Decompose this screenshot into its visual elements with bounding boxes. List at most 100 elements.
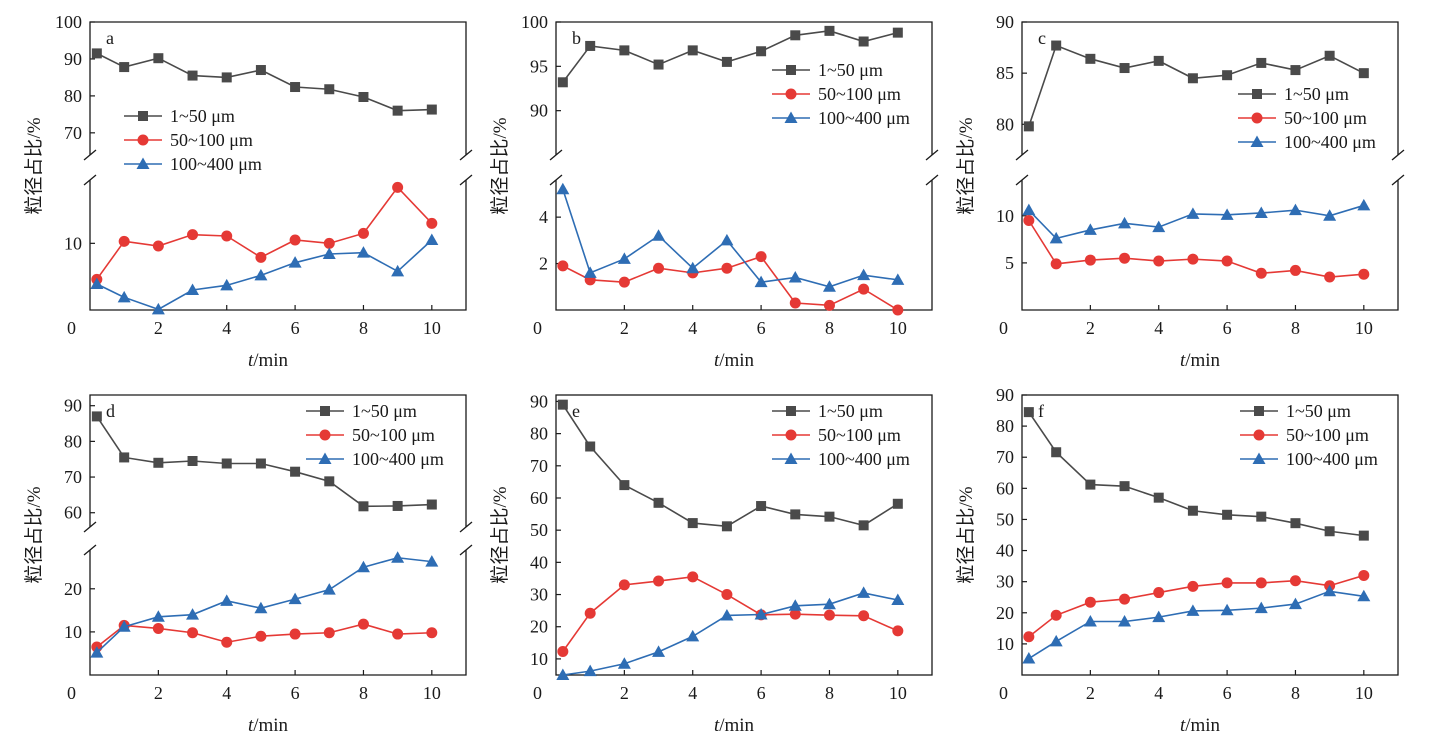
y-axis-title: 粒径占比/% — [489, 117, 511, 214]
data-point — [391, 551, 405, 563]
data-point — [426, 499, 437, 510]
panel-label: e — [572, 401, 580, 421]
x-tick-label: 4 — [222, 683, 231, 703]
axis-break-mark — [83, 544, 97, 556]
data-point — [756, 46, 767, 57]
data-point — [892, 625, 904, 637]
y-tick-label: 100 — [521, 12, 548, 32]
axis-break-mark — [925, 149, 939, 161]
axes-upper-frame — [1021, 21, 1399, 155]
series-3 — [1022, 584, 1371, 664]
data-point — [91, 48, 102, 59]
data-point — [557, 77, 568, 88]
x-tick-label: 8 — [825, 683, 834, 703]
legend-marker — [786, 65, 796, 75]
series-1 — [91, 411, 437, 512]
axes-frame — [555, 394, 933, 676]
panel-label: d — [106, 401, 115, 421]
data-point — [221, 636, 233, 648]
axis-break-mark — [459, 521, 473, 533]
legend: 1~50 μm 50~100 μm 100~400 μm — [772, 60, 910, 128]
x-tick-label: 4 — [688, 683, 697, 703]
data-point — [584, 607, 596, 619]
data-point — [1118, 614, 1132, 627]
legend-label: 100~400 μm — [352, 449, 444, 469]
data-point — [323, 237, 335, 249]
data-point — [824, 25, 835, 36]
legend-marker — [786, 406, 796, 416]
y-tick-label: 2 — [539, 254, 548, 274]
axis-break-mark — [459, 174, 473, 186]
legend-marker — [138, 111, 148, 121]
data-point — [1049, 634, 1063, 647]
legend-label: 100~400 μm — [818, 449, 910, 469]
data-point — [790, 509, 801, 520]
x-tick-label: 2 — [154, 318, 163, 338]
data-point — [823, 299, 835, 311]
x-tick-label: 2 — [620, 683, 629, 703]
data-point — [858, 36, 869, 47]
legend-label: 1~50 μm — [352, 401, 417, 421]
data-point — [652, 229, 666, 241]
data-point — [1119, 481, 1130, 492]
x-tick-label: 6 — [1223, 318, 1232, 338]
y-axis-title: 粒径占比/% — [955, 486, 977, 583]
data-point — [290, 466, 301, 477]
data-point — [687, 571, 699, 583]
data-point — [117, 290, 131, 303]
legend-marker — [785, 429, 797, 441]
axis-break-mark — [459, 544, 473, 556]
data-point — [254, 601, 268, 614]
y-tick-label: 10 — [64, 233, 82, 253]
data-point — [1118, 216, 1132, 229]
data-point — [1085, 53, 1096, 64]
data-point — [1323, 209, 1337, 221]
data-point — [1186, 604, 1200, 616]
data-point — [392, 181, 404, 193]
data-point — [1222, 509, 1233, 520]
data-point — [1153, 255, 1165, 267]
data-point — [1254, 601, 1268, 614]
legend-marker — [319, 429, 331, 441]
data-point — [788, 271, 802, 283]
data-point — [221, 458, 232, 469]
y-tick-label: 80 — [996, 416, 1014, 436]
axis-origin-label: 0 — [533, 683, 542, 703]
data-point — [1187, 580, 1199, 592]
data-point — [1254, 206, 1268, 218]
data-point — [790, 30, 801, 41]
legend-label: 50~100 μm — [1286, 425, 1369, 445]
data-point — [892, 304, 904, 316]
data-point — [358, 501, 369, 512]
x-tick-label: 4 — [688, 318, 697, 338]
data-point — [1357, 589, 1371, 602]
data-point — [1051, 447, 1062, 458]
x-tick-label: 8 — [1291, 318, 1300, 338]
axes-upper-frame — [555, 21, 933, 155]
data-point — [557, 260, 569, 272]
data-point — [617, 252, 631, 264]
data-point — [1220, 208, 1234, 220]
legend: 1~50 μm 50~100 μm 100~400 μm — [306, 401, 444, 469]
x-tick-label: 8 — [825, 318, 834, 338]
data-point — [822, 597, 836, 610]
x-tick-label: 8 — [1291, 683, 1300, 703]
data-point — [1153, 587, 1165, 599]
data-point — [1358, 530, 1369, 541]
series-1 — [557, 25, 903, 88]
series-2 — [557, 571, 904, 658]
data-point — [619, 45, 630, 56]
data-point — [858, 520, 869, 531]
x-axis-title: t/min — [248, 350, 289, 371]
data-point — [391, 264, 405, 277]
series-3 — [556, 586, 905, 680]
y-tick-label: 40 — [996, 541, 1014, 561]
axis-break-mark — [549, 174, 563, 186]
data-point — [1288, 597, 1302, 610]
data-point — [426, 217, 438, 229]
y-tick-label: 10 — [530, 649, 548, 669]
data-point — [1221, 577, 1233, 589]
legend-marker — [784, 111, 798, 123]
